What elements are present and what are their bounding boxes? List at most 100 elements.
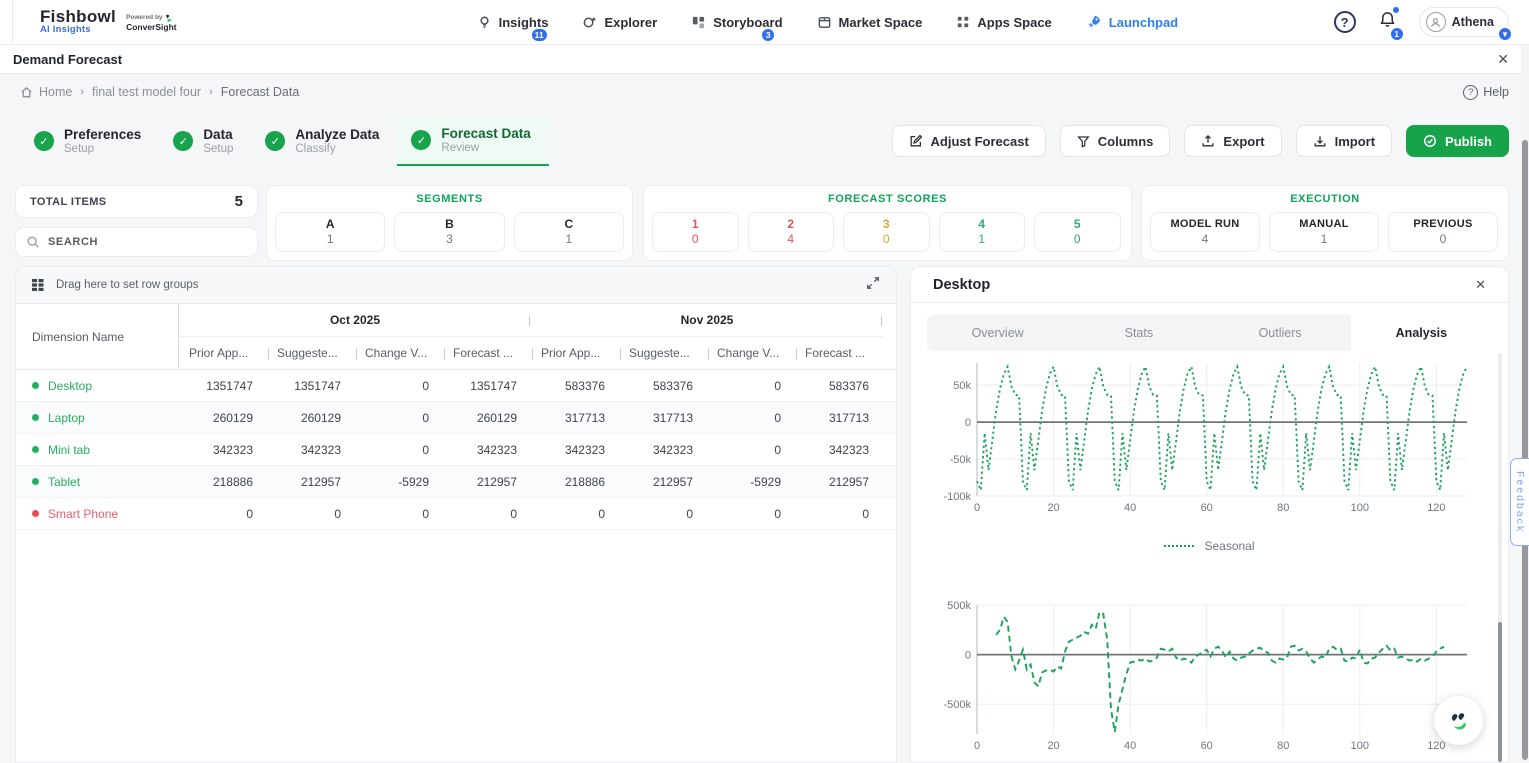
export-button[interactable]: Export [1184, 125, 1282, 157]
breadcrumb-home[interactable]: Home [20, 85, 72, 99]
forecast-scores-card: FORECAST SCORES 1 0 2 4 3 0 4 1 [643, 185, 1132, 261]
execution-card: EXECUTION MODEL RUN 4 MANUAL 1 PREVIOUS … [1141, 185, 1509, 261]
status-dot [32, 414, 39, 421]
expand-table-icon[interactable] [866, 276, 880, 295]
table-row-mini-tab[interactable]: Mini tab 342323 342323 0 342323 342323 3423… [16, 434, 896, 466]
svg-text:0: 0 [965, 650, 971, 662]
previous-box[interactable]: PREVIOUS 0 [1388, 212, 1498, 252]
column-resize-handle[interactable]: | [267, 346, 271, 360]
search-box[interactable] [15, 227, 258, 257]
notifications-button[interactable]: 1 [1378, 7, 1404, 41]
search-input[interactable] [48, 236, 218, 248]
col-header-prior-approved[interactable]: | Prior App... [531, 346, 601, 360]
svg-text:0: 0 [974, 502, 980, 514]
group-header-nov[interactable]: Nov 2025 | [531, 304, 883, 337]
row-group-dropzone[interactable]: Drag here to set row groups [16, 267, 896, 304]
publish-button[interactable]: Publish [1406, 125, 1509, 157]
svg-text:-500k: -500k [943, 699, 971, 711]
nav-market-space[interactable]: Market Space [817, 15, 922, 30]
forecast-scores-title: FORECAST SCORES [827, 193, 947, 205]
adjust-forecast-button[interactable]: Adjust Forecast [891, 125, 1046, 157]
segments-title: SEGMENTS [416, 193, 483, 205]
score-4-box[interactable]: 4 1 [938, 212, 1025, 252]
nav-launchpad[interactable]: Launchpad [1086, 14, 1178, 30]
legend-label: Seasonal [1204, 539, 1255, 553]
forecast-table-card: Drag here to set row groups Dimension Na… [15, 266, 897, 763]
detail-panel-header: Desktop ✕ [911, 267, 1508, 303]
user-menu[interactable]: Athena ▼ [1418, 7, 1512, 41]
step-analyze-data[interactable]: ✓ Analyze Data Classify [251, 116, 397, 166]
import-button[interactable]: Import [1295, 125, 1393, 157]
tab-outliers[interactable]: Outliers [1258, 326, 1302, 340]
panel-scrollbar-thumb[interactable] [1498, 622, 1502, 762]
panel-scrollbar-track[interactable] [1498, 353, 1502, 758]
main-navigation: Insights 11 Explorer Storyboard 3 Market… [477, 14, 1178, 42]
svg-text:120: 120 [1427, 740, 1445, 752]
storyboard-icon [693, 16, 705, 28]
bell-icon [1380, 12, 1395, 27]
score-3-box[interactable]: 3 0 [843, 212, 930, 252]
column-resize-handle[interactable]: | [707, 346, 711, 360]
powered-by: Powered by ConverSight [126, 13, 177, 32]
step-data[interactable]: ✓ Data Setup [159, 116, 251, 166]
dimension-name-header[interactable]: Dimension Name [16, 304, 179, 369]
home-icon [21, 86, 32, 97]
page-scrollbar-thumb[interactable] [1522, 140, 1528, 760]
page-title: Demand Forecast [13, 51, 123, 67]
column-resize-handle[interactable]: | [619, 346, 623, 360]
breadcrumb-model[interactable]: final test model four [92, 85, 202, 99]
segment-c-box[interactable]: C 1 [513, 212, 624, 252]
column-resize-handle[interactable]: | [443, 346, 447, 360]
table-row-tablet[interactable]: Tablet 218886 212957 -5929 212957 218886 21… [16, 466, 896, 498]
col-header-prior-approved[interactable]: Prior App... [189, 346, 249, 360]
check-circle-icon: ✓ [173, 131, 194, 151]
chevron-down-icon: ▼ [1498, 27, 1512, 41]
table-header: Dimension Name Oct 2025 | Nov 2025 | Prior… [16, 304, 896, 370]
manual-box[interactable]: MANUAL 1 [1269, 212, 1379, 252]
close-module-icon[interactable]: ✕ [1497, 50, 1509, 67]
edit-icon [910, 134, 922, 147]
feedback-tab[interactable]: Feedback [1510, 458, 1529, 546]
score-1-box[interactable]: 1 0 [652, 212, 739, 252]
tab-stats[interactable]: Stats [1124, 326, 1154, 340]
table-row-laptop[interactable]: Laptop 260129 260129 0 260129 317713 317713… [16, 402, 896, 434]
segment-b-box[interactable]: B 3 [394, 212, 505, 252]
column-resize-handle[interactable]: | [355, 346, 359, 360]
col-header-suggested[interactable]: | Suggeste... [619, 346, 690, 360]
help-link[interactable]: ? Help [1463, 84, 1509, 100]
nav-apps-space[interactable]: Apps Space [956, 15, 1052, 30]
close-panel-icon[interactable]: ✕ [1475, 276, 1486, 292]
tab-overview[interactable]: Overview [971, 326, 1024, 340]
help-icon[interactable]: ? [1333, 11, 1356, 33]
group-header-oct[interactable]: Oct 2025 | [179, 304, 531, 337]
column-resize-handle[interactable]: | [879, 313, 883, 327]
table-row-desktop[interactable]: Desktop 1351747 1351747 0 1351747 583376 58… [16, 370, 896, 402]
conversight-mini-logo [166, 14, 172, 22]
step-forecast-data[interactable]: ✓ Forecast Data Review [397, 116, 549, 166]
segment-a-box[interactable]: A 1 [275, 212, 386, 252]
col-header-suggested[interactable]: | Suggeste... [267, 346, 338, 360]
nav-storyboard[interactable]: Storyboard 3 [691, 15, 783, 42]
brand-logo[interactable]: Fishbowl AI Insights Powered by ConverSi… [40, 8, 177, 35]
svg-text:0: 0 [974, 740, 980, 752]
score-5-box[interactable]: 5 0 [1034, 212, 1121, 252]
nav-insights[interactable]: Insights 11 [477, 15, 548, 42]
breadcrumb-separator: › [209, 86, 213, 98]
step-preferences[interactable]: ✓ Preferences Setup [20, 116, 159, 166]
score-2-box[interactable]: 2 4 [747, 212, 834, 252]
page-scrollbar[interactable] [1521, 45, 1529, 763]
column-resize-handle[interactable]: | [531, 346, 535, 360]
tab-analysis[interactable]: Analysis [1350, 315, 1492, 351]
col-header-forecast[interactable]: | Forecast ... [795, 346, 866, 360]
conversight-assistant-button[interactable] [1434, 696, 1483, 745]
breadcrumb-separator: › [80, 86, 85, 98]
col-header-forecast[interactable]: | Forecast ... [443, 346, 514, 360]
columns-button[interactable]: Columns [1059, 125, 1171, 157]
col-header-change[interactable]: | Change V... [707, 346, 780, 360]
model-run-box[interactable]: MODEL RUN 4 [1150, 212, 1260, 252]
nav-explorer[interactable]: Explorer [582, 15, 657, 30]
col-header-change[interactable]: | Change V... [355, 346, 428, 360]
column-resize-handle[interactable]: | [795, 346, 799, 360]
column-resize-handle[interactable]: | [527, 313, 531, 327]
